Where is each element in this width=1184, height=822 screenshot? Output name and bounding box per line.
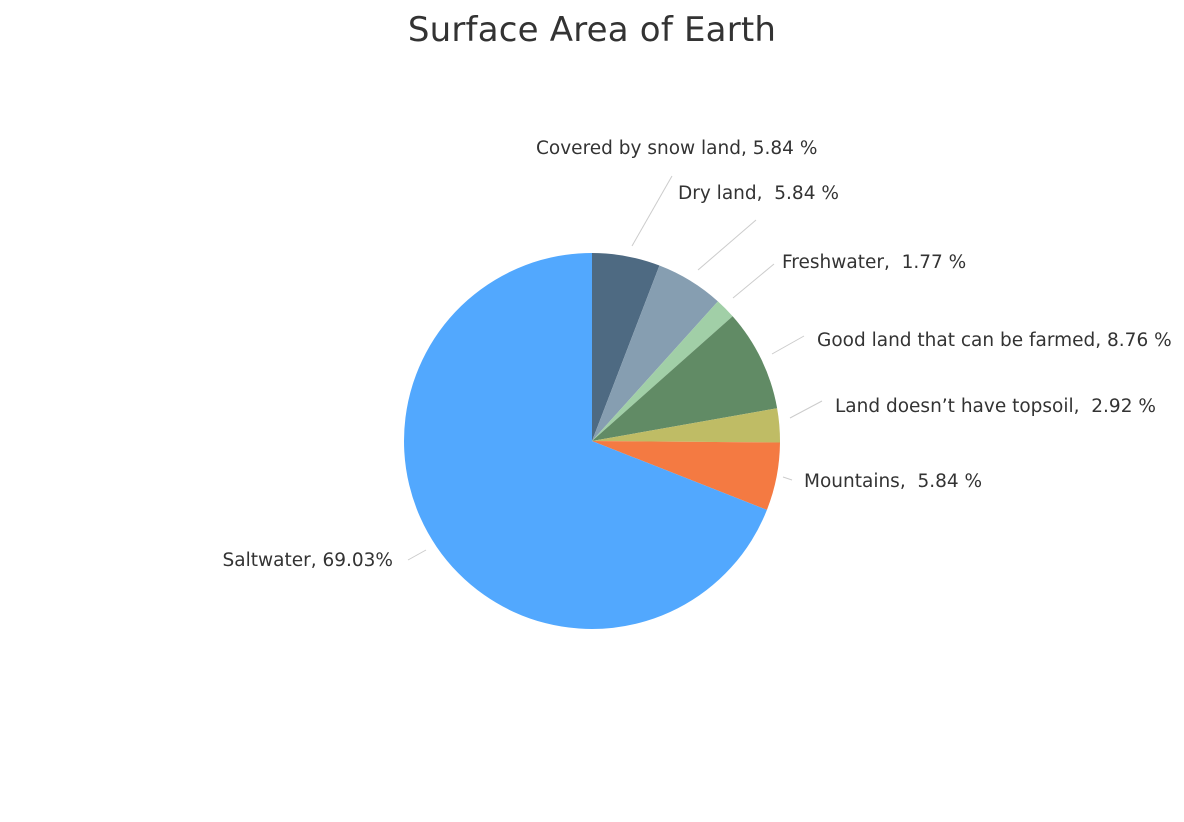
pie-slices: [404, 253, 780, 629]
leader-lines: [407, 175, 823, 561]
pie-slice-good-land-that-can-be-farmed: [592, 316, 778, 441]
pie-slice-freshwater: [592, 301, 733, 441]
pie-slice-covered-by-snow-land: [592, 253, 660, 441]
slice-labels: Covered by snow land, 5.84 % Dry land, 5.…: [223, 138, 1172, 571]
leader-line-dry-land: [697, 219, 757, 271]
leader-line-freshwater: [732, 263, 775, 299]
chart-title: Surface Area of Earth: [407, 10, 777, 50]
slice-label-saltwater: Saltwater, 69.03%: [223, 550, 393, 571]
pie-slice-mountains: [592, 441, 780, 510]
leader-line-mountains: [782, 476, 793, 481]
leader-line-covered-by-snow-land: [631, 175, 673, 247]
leader-line-land-doesn-t-have-topsoil: [789, 400, 823, 419]
slice-label-dry-land: Dry land, 5.84 %: [678, 183, 839, 204]
slice-label-land-doesn-t-have-topsoil: Land doesn’t have topsoil, 2.92 %: [835, 396, 1156, 417]
pie-slice-dry-land: [592, 265, 718, 441]
pie-slice-land-doesn-t-have-topsoil: [592, 408, 780, 443]
leader-line-saltwater: [407, 549, 427, 561]
slice-label-freshwater: Freshwater, 1.77 %: [782, 252, 966, 273]
slice-label-good-land-that-can-be-farmed: Good land that can be farmed, 8.76 %: [817, 330, 1172, 351]
slice-label-covered-by-snow-land: Covered by snow land, 5.84 %: [536, 138, 817, 159]
leader-line-good-land-that-can-be-farmed: [771, 335, 805, 355]
pie-slice-saltwater: [404, 253, 767, 629]
slice-label-mountains: Mountains, 5.84 %: [804, 471, 982, 492]
